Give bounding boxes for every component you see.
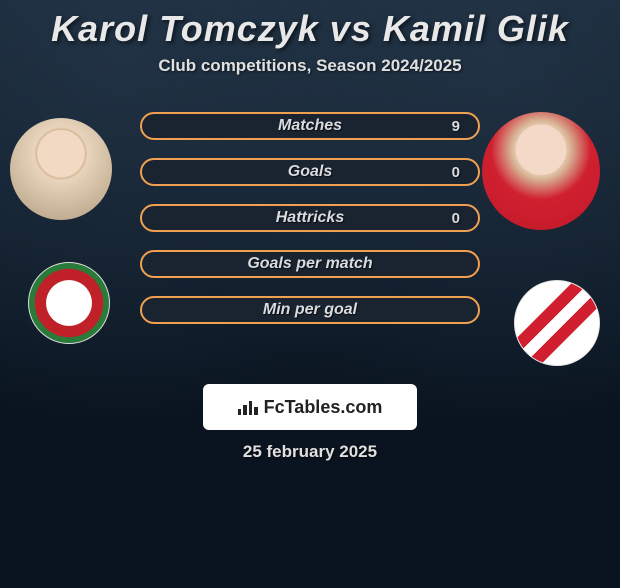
stat-pill: Goals per match	[140, 250, 480, 278]
player-right-avatar	[482, 112, 600, 230]
club-left-logo	[28, 262, 110, 344]
stat-value: 0	[452, 210, 460, 227]
brand-text: FcTables.com	[264, 397, 383, 418]
stat-label: Goals	[288, 163, 332, 181]
brand-chart-icon	[238, 399, 258, 415]
stat-value: 0	[452, 164, 460, 181]
brand-badge: FcTables.com	[203, 384, 417, 430]
stats-list: Matches 9 Goals 0 Hattricks 0 Goals per …	[140, 112, 480, 342]
date-text: 25 february 2025	[0, 442, 620, 462]
player-left-avatar	[10, 118, 112, 220]
stat-pill: Matches 9	[140, 112, 480, 140]
stat-label: Goals per match	[247, 255, 372, 273]
stat-pill: Goals 0	[140, 158, 480, 186]
stat-label: Matches	[278, 117, 342, 135]
stat-label: Min per goal	[263, 301, 357, 319]
stat-label: Hattricks	[276, 209, 344, 227]
page-subtitle: Club competitions, Season 2024/2025	[0, 56, 620, 76]
page-title: Karol Tomczyk vs Kamil Glik	[0, 8, 620, 50]
stat-pill: Min per goal	[140, 296, 480, 324]
stat-value: 9	[452, 118, 460, 135]
club-right-logo	[514, 280, 600, 366]
stat-pill: Hattricks 0	[140, 204, 480, 232]
comparison-panel: Matches 9 Goals 0 Hattricks 0 Goals per …	[0, 104, 620, 384]
